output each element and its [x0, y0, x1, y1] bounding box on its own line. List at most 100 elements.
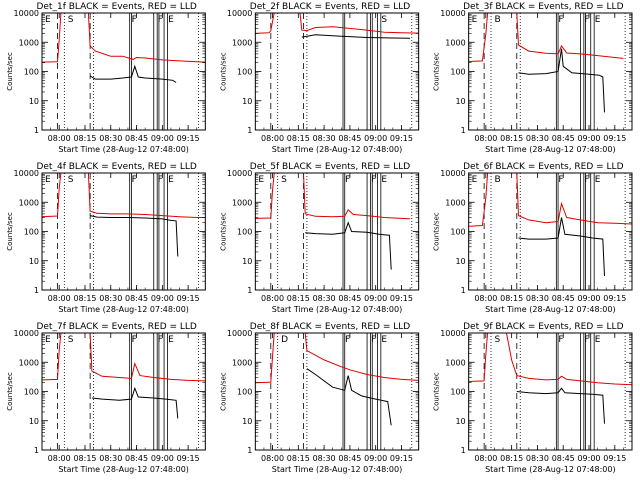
- events-series-line: [305, 221, 392, 270]
- event-marker-label: F: [558, 175, 563, 185]
- event-marker-label: F: [584, 175, 589, 185]
- x-tick-label: 08:00: [474, 134, 497, 143]
- y-tick-label: 1000: [445, 358, 465, 367]
- y-tick-label: 1: [247, 286, 252, 295]
- x-tick-label: 09:00: [151, 294, 174, 303]
- y-tick-label: 10000: [14, 329, 39, 338]
- chart-panel: Det_9f BLACK = Events, RED = LLD 1 10 100 10…: [433, 322, 633, 474]
- chart-panel: Det_8f BLACK = Events, RED = LLD 1 10 100 10…: [219, 322, 420, 474]
- event-marker-label: F: [558, 335, 563, 345]
- chart-panel: Det_5f BLACK = Events, RED = LLD 1 10 100 10…: [219, 162, 420, 314]
- x-tick-label: 08:15: [73, 454, 96, 463]
- x-tick-label: 08:45: [552, 454, 575, 463]
- x-tick-label: 08:00: [48, 134, 71, 143]
- event-marker-label: F: [132, 175, 137, 185]
- plot-frame: [41, 172, 206, 291]
- plot-frame: [254, 12, 420, 131]
- x-axis-label: Start Time (28-Aug-12 07:48:00): [272, 305, 403, 314]
- x-tick-label: 08:45: [125, 454, 148, 463]
- y-axis-label: Counts/sec: [219, 372, 227, 411]
- x-tick-label: 08:15: [287, 294, 310, 303]
- y-tick-label: 10: [455, 97, 465, 106]
- plot-frame: [468, 12, 633, 131]
- chart-title: Det_7f BLACK = Events, RED = LLD: [36, 322, 196, 332]
- event-lines: [270, 173, 413, 290]
- x-tick-label: 09:15: [177, 134, 200, 143]
- y-tick-label: 100: [450, 228, 465, 237]
- x-tick-label: 08:00: [261, 134, 284, 143]
- x-tick-label: 09:00: [364, 294, 387, 303]
- event-marker-label: E: [472, 15, 478, 25]
- y-tick-label: 1000: [445, 38, 465, 47]
- x-tick-label: 09:15: [390, 134, 413, 143]
- chart-panel: Det_2f BLACK = Events, RED = LLD 1 10 100 10…: [219, 2, 420, 154]
- event-marker-label: B: [494, 175, 500, 185]
- y-tick-label: 1000: [445, 198, 465, 207]
- y-tick-label: 10: [242, 417, 252, 426]
- y-tick-label: 1000: [19, 358, 39, 367]
- x-tick-label: 08:30: [313, 294, 336, 303]
- series-group: [255, 173, 411, 270]
- y-tick-label: 10000: [227, 9, 252, 18]
- series-group: [468, 333, 632, 424]
- x-tick-label: 09:00: [577, 454, 600, 463]
- x-tick-label: 09:15: [390, 454, 413, 463]
- event-marker-label: E: [45, 175, 51, 185]
- events-series-line: [89, 64, 177, 83]
- series-group: [42, 333, 206, 419]
- event-marker-label: E: [168, 15, 174, 25]
- y-tick-label: 1: [461, 446, 466, 455]
- x-tick-label: 08:00: [48, 454, 71, 463]
- x-tick-label: 08:15: [287, 454, 310, 463]
- x-tick-label: 08:30: [313, 134, 336, 143]
- x-tick-label: 08:15: [500, 134, 523, 143]
- series-group: [468, 173, 632, 277]
- event-lines: [57, 333, 199, 450]
- plot-frame: [468, 332, 633, 451]
- chart-title: Det_3f BLACK = Events, RED = LLD: [463, 2, 623, 12]
- event-marker-label: E: [472, 175, 478, 185]
- event-marker-label: S: [381, 15, 387, 25]
- events-series-line: [301, 34, 411, 39]
- y-tick-label: 10: [455, 417, 465, 426]
- event-marker-label: F: [132, 15, 137, 25]
- event-marker-label: F: [584, 335, 589, 345]
- lld-series-line: [468, 173, 632, 227]
- events-series-line: [518, 217, 605, 277]
- y-tick-label: 1: [461, 286, 466, 295]
- x-tick-label: 09:15: [603, 134, 626, 143]
- y-tick-label: 100: [237, 388, 252, 397]
- event-marker-label: F: [558, 15, 563, 25]
- event-marker-label: F: [132, 335, 137, 345]
- event-marker-label: F: [345, 175, 350, 185]
- y-tick-label: 100: [24, 228, 39, 237]
- x-tick-label: 09:00: [577, 134, 600, 143]
- series-group: [42, 173, 206, 257]
- y-tick-label: 10: [455, 257, 465, 266]
- events-series-line: [306, 368, 392, 426]
- lld-series-line: [468, 333, 632, 386]
- event-marker-label: F: [584, 15, 589, 25]
- y-tick-label: 10000: [14, 169, 39, 178]
- chart-title: Det_8f BLACK = Events, RED = LLD: [250, 322, 410, 332]
- lld-series-line: [255, 173, 411, 220]
- lld-series-line: [42, 13, 206, 63]
- chart-title: Det_1f BLACK = Events, RED = LLD: [36, 2, 196, 12]
- x-tick-label: 08:45: [125, 294, 148, 303]
- x-tick-label: 09:00: [577, 294, 600, 303]
- x-tick-label: 09:00: [151, 454, 174, 463]
- plot-frame: [254, 172, 420, 291]
- plot-frame: [41, 332, 206, 451]
- y-tick-label: 1: [247, 126, 252, 135]
- event-lines: [270, 333, 413, 450]
- y-tick-label: 10000: [440, 329, 465, 338]
- y-tick-label: 10000: [440, 9, 465, 18]
- x-axis-label: Start Time (28-Aug-12 07:48:00): [58, 145, 189, 154]
- y-tick-label: 1000: [232, 358, 252, 367]
- x-tick-label: 09:00: [364, 454, 387, 463]
- y-tick-label: 1: [247, 446, 252, 455]
- plot-frame: [254, 332, 420, 451]
- x-tick-label: 08:00: [261, 294, 284, 303]
- event-lines: [483, 13, 626, 130]
